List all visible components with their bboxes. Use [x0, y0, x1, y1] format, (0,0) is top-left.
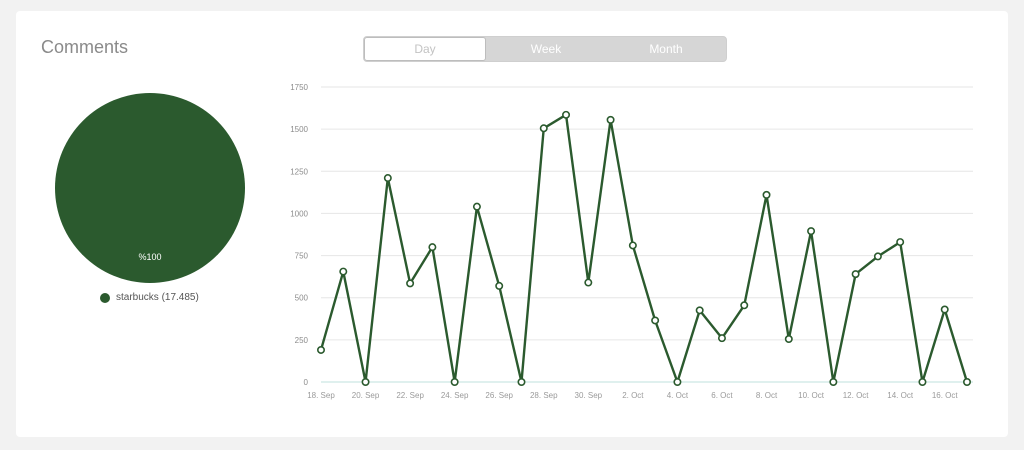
data-point[interactable] — [339, 267, 348, 276]
x-tick-label: 12. Oct — [843, 391, 870, 400]
y-tick-label: 1750 — [290, 83, 308, 92]
x-tick-label: 8. Oct — [756, 391, 778, 400]
data-point[interactable] — [584, 278, 593, 287]
y-tick-label: 250 — [295, 336, 309, 345]
data-point[interactable] — [717, 334, 726, 343]
data-point[interactable] — [628, 241, 637, 250]
x-tick-label: 20. Sep — [352, 391, 380, 400]
data-point[interactable] — [539, 124, 548, 133]
x-tick-label: 24. Sep — [441, 391, 469, 400]
x-tick-label: 2. Oct — [622, 391, 644, 400]
x-tick-label: 22. Sep — [396, 391, 424, 400]
y-tick-label: 750 — [295, 252, 309, 261]
data-point[interactable] — [896, 238, 905, 247]
data-point[interactable] — [673, 377, 682, 386]
data-point[interactable] — [829, 377, 838, 386]
tab-month[interactable]: Month — [649, 42, 683, 56]
data-point[interactable] — [450, 377, 459, 386]
pie-slice-starbucks[interactable] — [55, 93, 245, 283]
comments-card: Comments Day Week Month %100 starbucks (… — [16, 11, 1008, 437]
data-point[interactable] — [873, 252, 882, 261]
y-tick-label: 1250 — [290, 167, 308, 176]
x-tick-label: 28. Sep — [530, 391, 558, 400]
data-point[interactable] — [428, 243, 437, 252]
x-tick-label: 30. Sep — [575, 391, 603, 400]
tab-day[interactable]: Day — [364, 37, 486, 61]
data-point[interactable] — [851, 270, 860, 279]
data-point[interactable] — [695, 306, 704, 315]
x-tick-label: 18. Sep — [307, 391, 335, 400]
data-point[interactable] — [918, 377, 927, 386]
data-point[interactable] — [740, 301, 749, 310]
line-chart: 0 250 500 750 1000 1250 1500 1750 18. Sep 20. Sep… — [290, 83, 973, 400]
data-point[interactable] — [940, 305, 949, 314]
y-tick-label: 500 — [295, 294, 309, 303]
x-tick-label: 4. Oct — [667, 391, 689, 400]
data-point[interactable] — [762, 190, 771, 199]
data-point[interactable] — [495, 281, 504, 290]
tab-week[interactable]: Week — [530, 42, 562, 56]
data-point[interactable] — [517, 377, 526, 386]
data-point[interactable] — [383, 174, 392, 183]
range-tabs: Day Week Month — [363, 36, 727, 62]
data-point[interactable] — [606, 115, 615, 124]
x-tick-label: 26. Sep — [485, 391, 513, 400]
pie-slice-label: %100 — [138, 252, 161, 262]
data-point[interactable] — [406, 279, 415, 288]
x-tick-label: 16. Oct — [932, 391, 959, 400]
data-point[interactable] — [472, 202, 481, 211]
legend-label: starbucks (17.485) — [116, 292, 199, 303]
legend-swatch — [100, 292, 110, 303]
y-tick-label: 1500 — [290, 125, 308, 134]
data-point[interactable] — [962, 377, 971, 386]
data-point[interactable] — [562, 110, 571, 119]
x-tick-label: 10. Oct — [798, 391, 825, 400]
card-title: Comments — [41, 37, 129, 57]
data-point[interactable] — [784, 335, 793, 344]
y-tick-label: 1000 — [290, 209, 308, 218]
pie-chart: %100 — [55, 93, 245, 283]
x-tick-label: 14. Oct — [887, 391, 914, 400]
data-point[interactable] — [651, 316, 660, 325]
x-tick-label: 6. Oct — [711, 391, 733, 400]
series-line — [319, 113, 969, 384]
data-point[interactable] — [361, 377, 370, 386]
pie-legend[interactable]: starbucks (17.485) — [100, 292, 199, 303]
data-point[interactable] — [316, 345, 325, 354]
y-tick-label: 0 — [304, 378, 309, 387]
data-point[interactable] — [807, 227, 816, 236]
